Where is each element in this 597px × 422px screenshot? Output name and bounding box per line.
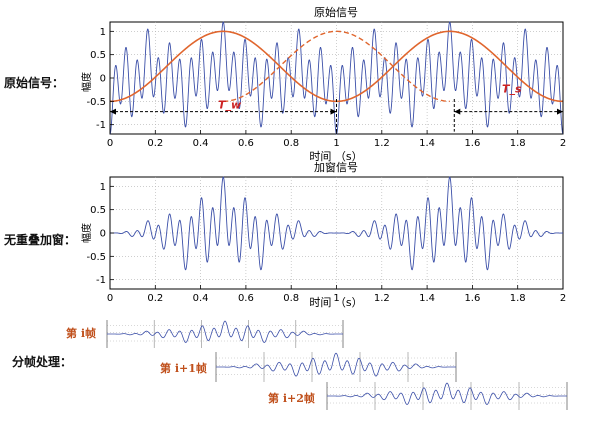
frame-signal-line [216, 352, 456, 377]
x-tick-label: 0 [107, 293, 113, 304]
x-tick-label: 1.8 [510, 293, 526, 304]
y-tick-label: -0.5 [86, 252, 106, 263]
frame-label-i2: 第 i+2帧 [268, 391, 315, 405]
y-tick-label: 0.5 [90, 205, 106, 216]
x-tick-label: 0.2 [147, 293, 163, 304]
y-tick-label: 1 [100, 27, 106, 38]
windowed-signal-plot: 加窗信号 0 0.2 0.4 0.6 0.8 1 1.2 1.4 1.6 1.8 2 1 0.5 0 -0.… [80, 160, 566, 309]
y-tick-label: -1 [96, 275, 106, 286]
frame-label-i: 第 i帧 [66, 326, 96, 340]
chart-title: 加窗信号 [314, 160, 358, 174]
x-tick-label: 1.6 [464, 138, 480, 149]
x-tick-label: 1 [333, 138, 339, 149]
y-tick-label: 0.5 [90, 50, 106, 61]
y-tick-label: 0 [100, 229, 106, 240]
plot-area [109, 21, 564, 135]
x-axis-label: 时间 （s） [309, 150, 362, 163]
x-tick-label: 0.8 [283, 293, 299, 304]
x-tick-label: 2 [560, 138, 566, 149]
arrow-head [454, 108, 461, 115]
arrow-head [557, 108, 563, 115]
y-tick-label: 1 [100, 182, 106, 193]
x-tick-label: 1.2 [374, 138, 390, 149]
frame-signal-line [107, 320, 343, 343]
y-tick-label: -1 [96, 120, 106, 131]
window-dashed-line [223, 30, 450, 103]
tw-annotation: T_w [218, 99, 242, 112]
frame-strip-i [106, 320, 344, 348]
y-tick-label: -0.5 [86, 97, 106, 108]
y-tick-label: 0 [100, 74, 106, 85]
chart-title: 原始信号 [314, 5, 358, 19]
original-signal-label: 原始信号： [4, 76, 65, 90]
frame-strips [106, 320, 568, 410]
windowed-signal-line [110, 176, 563, 271]
x-tick-label: 1.6 [464, 293, 480, 304]
y-axis-label: 幅度 [80, 72, 93, 92]
x-tick-label: 0.4 [193, 293, 209, 304]
framing-label: 分帧处理： [12, 355, 73, 369]
frame-signal-line [327, 382, 567, 405]
arrow-head [110, 108, 116, 115]
frame-strip-i1 [215, 352, 457, 382]
x-tick-label: 0.4 [193, 138, 209, 149]
x-tick-label: 0 [107, 138, 113, 149]
x-tick-label: 1.8 [510, 138, 526, 149]
x-axis-label: 时间 （s） [309, 296, 362, 309]
original-signal-plot: 原始信号 T_w T_s 0 0.2 0.4 0.6 0.8 1 1.2 1.4 1.6 1.8 2 1… [80, 5, 566, 163]
frame-label-i1: 第 i+1帧 [160, 361, 207, 375]
y-axis-label: 幅度 [80, 223, 93, 243]
x-tick-label: 1.2 [374, 293, 390, 304]
arrow-head [330, 108, 337, 115]
frame-strip-i2 [326, 382, 568, 410]
ts-annotation: T_s [502, 83, 522, 96]
x-tick-label: 0.6 [238, 293, 254, 304]
x-tick-label: 0.6 [238, 138, 254, 149]
x-tick-label: 2 [560, 293, 566, 304]
x-tick-label: 1 [333, 293, 339, 304]
x-tick-label: 1.4 [419, 138, 435, 149]
x-tick-label: 1.4 [419, 293, 435, 304]
x-tick-label: 0.8 [283, 138, 299, 149]
windowed-signal-label: 无重叠加窗： [4, 233, 77, 247]
x-tick-label: 0.2 [147, 138, 163, 149]
